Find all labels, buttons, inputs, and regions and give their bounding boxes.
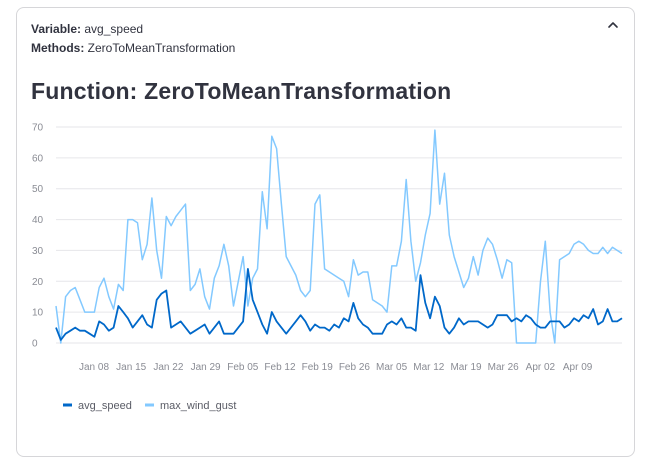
x-tick-label: Mar 26	[488, 362, 520, 373]
function-title: Function: ZeroToMeanTransformation	[31, 78, 452, 104]
x-tick-label: Mar 19	[450, 362, 482, 373]
x-tick-label: Feb 12	[264, 362, 296, 373]
x-tick-label: Feb 05	[227, 362, 259, 373]
y-tick-label: 50	[32, 184, 44, 195]
series-line-max-wind-gust	[55, 129, 623, 344]
x-tick-label: Feb 19	[302, 362, 334, 373]
series-line-avg-speed	[55, 267, 623, 341]
x-tick-label: Jan 15	[116, 362, 146, 373]
x-tick-label: Mar 12	[413, 362, 445, 373]
x-tick-label: Apr 09	[563, 362, 593, 373]
y-tick-label: 60	[32, 153, 44, 164]
variable-label: Variable:	[31, 22, 82, 36]
y-tick-label: 70	[32, 123, 44, 134]
legend-label-avg-speed: avg_speed	[78, 400, 132, 412]
x-tick-label: Jan 08	[79, 362, 109, 373]
variable-value: avg_speed	[84, 22, 144, 36]
y-tick-label: 30	[32, 246, 44, 257]
y-tick-label: 10	[32, 308, 44, 319]
results-card: Variable: avg_speed Methods: ZeroToMeanT…	[16, 7, 635, 457]
variable-line: Variable: avg_speed	[31, 22, 143, 36]
chevron-up-icon[interactable]	[606, 18, 620, 32]
x-tick-label: Mar 05	[376, 362, 408, 373]
methods-line: Methods: ZeroToMeanTransformation	[31, 41, 235, 55]
methods-value: ZeroToMeanTransformation	[87, 41, 236, 55]
x-tick-label: Jan 29	[191, 362, 221, 373]
methods-label: Methods:	[31, 41, 85, 55]
x-tick-label: Apr 02	[526, 362, 556, 373]
legend-label-max-wind-gust: max_wind_gust	[160, 400, 236, 412]
y-tick-label: 20	[32, 277, 44, 288]
x-tick-label: Feb 26	[339, 362, 371, 373]
y-tick-label: 0	[32, 339, 38, 350]
x-tick-label: Jan 22	[153, 362, 183, 373]
y-tick-label: 40	[32, 215, 44, 226]
